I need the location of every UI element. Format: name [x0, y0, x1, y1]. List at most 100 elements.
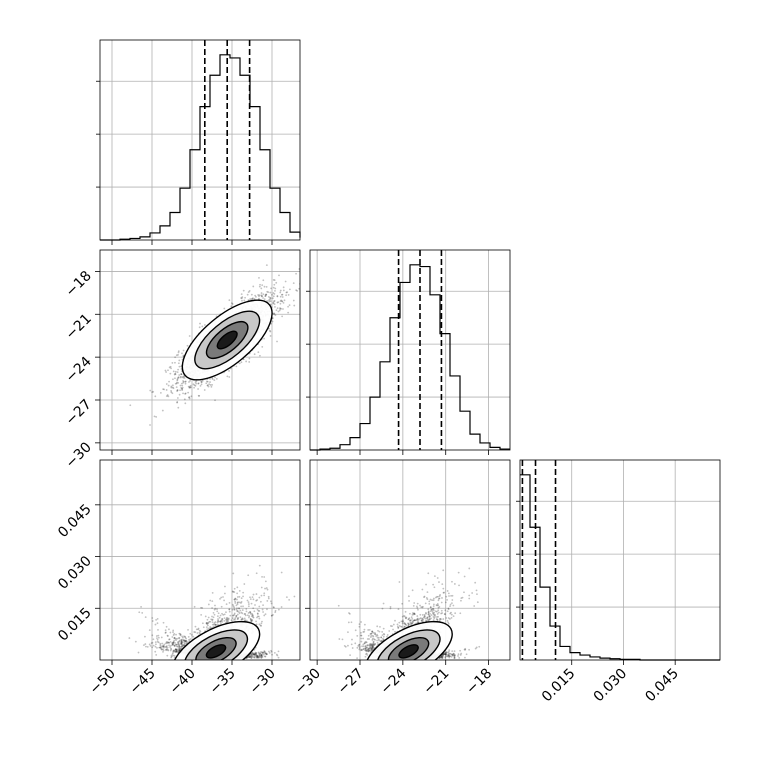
density-1-point [253, 653, 256, 655]
density-1-point [247, 603, 250, 605]
density-1-point [214, 621, 217, 623]
density-1-point [177, 643, 180, 646]
density-0-frame [99, 249, 301, 451]
density-1-point [179, 645, 182, 648]
density-1-point [205, 626, 208, 629]
density-1-point [138, 611, 141, 614]
density-1-point [187, 636, 190, 638]
density-1-point [171, 636, 174, 638]
density-1-point [265, 653, 268, 656]
density-0-point [162, 388, 164, 391]
density-0-point [184, 382, 187, 385]
density-1-point [175, 643, 178, 646]
density-0-point [272, 312, 275, 315]
density-1-point [210, 618, 213, 621]
density-1-point [263, 614, 266, 617]
density-0-point [194, 384, 197, 387]
density-1-point [259, 652, 262, 655]
density-1-point [168, 641, 170, 644]
density-0-point [200, 380, 202, 382]
density-0-point [280, 307, 283, 310]
density-0-point [195, 380, 198, 383]
density-1-point [182, 644, 185, 647]
density-1-point [254, 653, 257, 656]
density-0-point [274, 287, 277, 290]
density-1-point [260, 622, 263, 625]
density-0-point [273, 293, 276, 295]
density-1-point [134, 640, 137, 643]
density-0-point [182, 349, 185, 352]
density-1-point [251, 655, 253, 658]
density-0-point [262, 279, 265, 282]
density-0-point [175, 382, 178, 385]
density-1-point [178, 647, 181, 650]
density-1-point [252, 593, 255, 596]
density-0-point [276, 295, 279, 297]
density-1-point [170, 654, 173, 657]
density-1-point [263, 655, 266, 658]
density-1-point [223, 613, 226, 616]
density-1-point [232, 614, 235, 617]
density-1-point [156, 638, 159, 641]
density-1-point [226, 621, 229, 624]
density-1-point [165, 641, 168, 644]
density-1-point [200, 613, 203, 616]
density-1-point [207, 603, 210, 606]
density-1-point [184, 640, 187, 643]
density-0-point [282, 308, 284, 310]
density-0-point [269, 296, 271, 299]
density-1-point [254, 604, 256, 606]
density-1-point [251, 656, 254, 658]
density-1-point [170, 647, 172, 650]
density-1-point [255, 652, 258, 654]
density-1-point [266, 600, 269, 602]
density-1-point [252, 653, 255, 656]
density-0-point [170, 367, 172, 370]
density-1-point [237, 611, 240, 613]
density-1-point [241, 618, 244, 621]
density-0-point [281, 296, 284, 298]
density-1-point [159, 642, 162, 645]
density-0-point [211, 378, 214, 381]
density-1-point [241, 609, 244, 611]
density-0-point [271, 297, 274, 300]
density-1-point [168, 638, 171, 641]
density-1-point [142, 644, 145, 647]
density-1-point [178, 647, 180, 650]
density-0-point [288, 288, 291, 291]
hist-2-frame [519, 459, 721, 661]
density-1-point [160, 645, 163, 648]
density-1-point [277, 656, 280, 659]
density-0-point [255, 295, 257, 298]
density-1-point [255, 593, 258, 595]
density-1-point [176, 643, 179, 646]
density-1-point [144, 635, 146, 638]
density-0-point [207, 385, 210, 388]
density-1-point [206, 622, 209, 625]
density-1-point [235, 614, 238, 617]
density-1-point [256, 608, 259, 611]
density-0-point [272, 302, 275, 305]
density-1-point [173, 639, 176, 642]
density-0-point [273, 283, 276, 286]
density-1-point [216, 620, 219, 623]
density-0-point [181, 389, 184, 391]
density-panel-0 [99, 249, 301, 451]
density-1-point [198, 631, 201, 634]
density-1-point [176, 645, 179, 648]
density-1-point [165, 648, 168, 650]
density-1-point [180, 642, 182, 644]
density-1-point [261, 651, 264, 654]
density-1-point [277, 650, 280, 653]
density-1-point [214, 624, 217, 626]
density-0-point [176, 390, 179, 393]
density-1-point [236, 607, 238, 610]
density-1-point [212, 611, 215, 614]
density-0-point [197, 382, 200, 385]
density-1-point [219, 597, 221, 600]
density-0-point [187, 391, 190, 394]
density-0-point [269, 291, 272, 294]
density-1-point [193, 605, 196, 608]
density-0-point [282, 286, 285, 289]
density-1-point [213, 623, 215, 626]
